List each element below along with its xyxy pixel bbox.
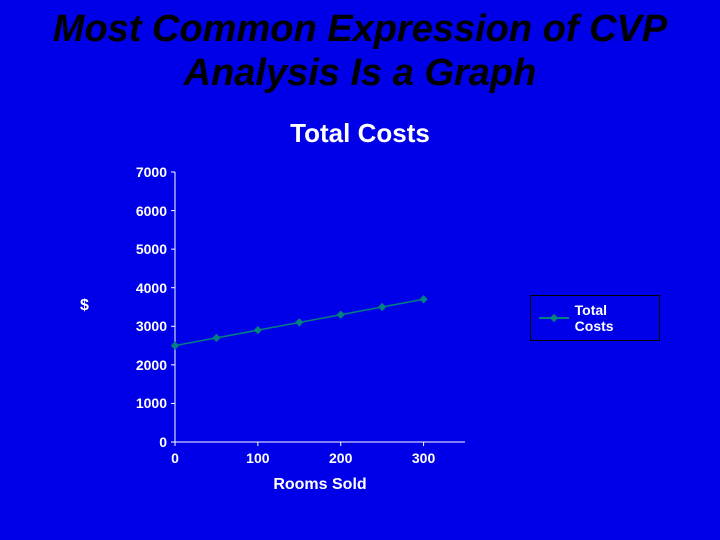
chart-area: $ 01000200030004000500060007000 01002003… [60, 160, 660, 520]
legend-swatch [539, 317, 569, 319]
slide-heading: Most Common Expression of CVP Analysis I… [0, 8, 720, 95]
chart-title: Total Costs [0, 118, 720, 149]
slide: Most Common Expression of CVP Analysis I… [0, 0, 720, 540]
legend-marker-icon [550, 314, 558, 322]
legend-label: Total Costs [575, 302, 649, 334]
legend: Total Costs [530, 295, 660, 341]
